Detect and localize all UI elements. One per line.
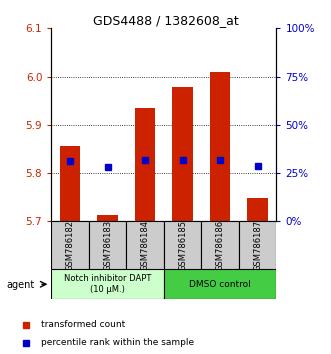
Text: agent: agent bbox=[7, 280, 35, 290]
Bar bbox=[97, 216, 118, 221]
Bar bbox=[201, 221, 239, 269]
Text: transformed count: transformed count bbox=[41, 320, 125, 330]
Text: GSM786187: GSM786187 bbox=[253, 219, 262, 271]
Bar bbox=[172, 87, 193, 221]
Bar bbox=[135, 108, 156, 221]
Text: GSM786185: GSM786185 bbox=[178, 219, 187, 271]
Text: GDS4488 / 1382608_at: GDS4488 / 1382608_at bbox=[93, 14, 238, 27]
Bar bbox=[210, 72, 230, 221]
Text: DMSO control: DMSO control bbox=[189, 280, 251, 289]
Text: GSM786184: GSM786184 bbox=[141, 219, 150, 271]
Bar bbox=[51, 221, 89, 269]
Bar bbox=[89, 221, 126, 269]
Bar bbox=[51, 269, 164, 299]
Text: percentile rank within the sample: percentile rank within the sample bbox=[41, 338, 194, 347]
Bar bbox=[239, 221, 276, 269]
Bar bbox=[60, 147, 80, 221]
Bar bbox=[164, 221, 201, 269]
Bar bbox=[247, 198, 268, 221]
Text: GSM786186: GSM786186 bbox=[215, 219, 225, 271]
Bar bbox=[126, 221, 164, 269]
Text: Notch inhibitor DAPT
(10 μM.): Notch inhibitor DAPT (10 μM.) bbox=[64, 274, 151, 294]
Text: GSM786183: GSM786183 bbox=[103, 219, 112, 271]
Bar bbox=[164, 269, 276, 299]
Text: GSM786182: GSM786182 bbox=[66, 219, 74, 271]
